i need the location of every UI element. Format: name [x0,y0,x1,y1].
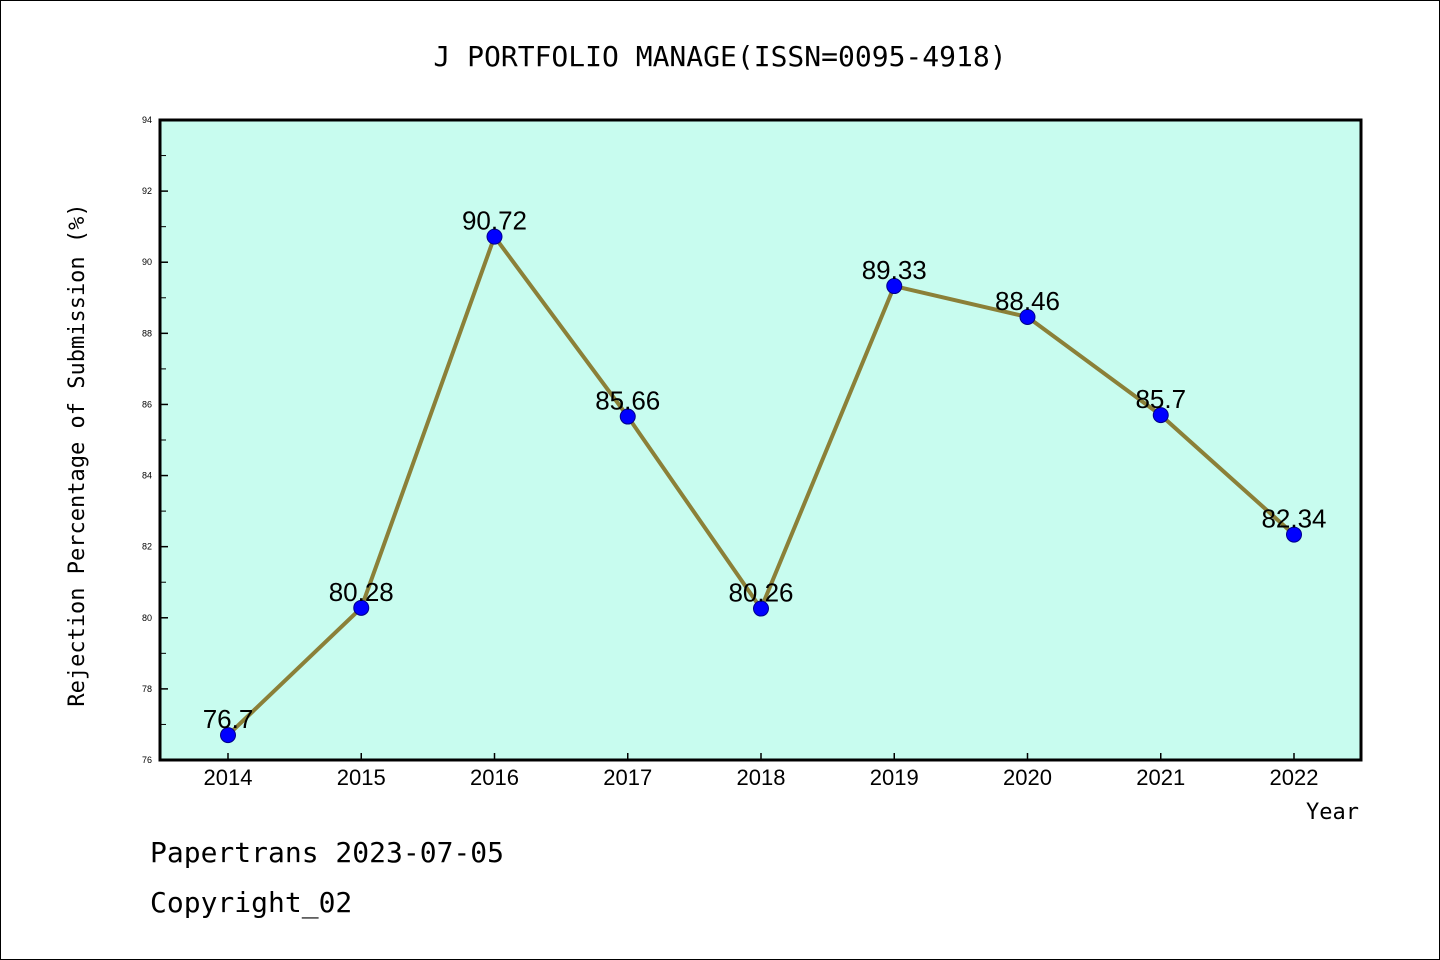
data-point [619,408,636,425]
data-label: 85.66 [595,386,660,416]
data-label: 80.26 [728,578,793,608]
data-point [353,599,370,616]
y-tick-label: 78 [142,684,152,694]
y-tick-label: 86 [142,399,152,409]
y-tick-label: 84 [142,471,152,481]
y-tick-label: 80 [142,613,152,623]
data-point [1152,407,1169,424]
data-label: 82.34 [1261,504,1326,534]
y-tick-label: 94 [142,115,152,125]
x-tick-label: 2021 [1136,765,1185,790]
x-tick-label: 2017 [603,765,652,790]
y-tick-label: 88 [142,328,152,338]
y-axis-label: Rejection Percentage of Submission (%) [65,203,90,706]
x-tick-label: 2022 [1270,765,1319,790]
x-axis-label: Year [1306,800,1359,825]
data-label: 76.7 [203,704,254,734]
data-point [886,278,903,295]
y-axis: 76 78 80 82 84 86 88 90 92 94 [142,115,168,765]
x-tick-label: 2016 [470,765,519,790]
plot-area [158,118,1363,762]
data-label: 80.28 [329,577,394,607]
data-labels: 76.7 80.28 90.72 85.66 80.26 89.33 88.46 85.7 82… [203,206,1327,734]
y-tick-label: 82 [142,542,152,552]
data-label: 90.72 [462,206,527,236]
y-tick-label: 92 [142,186,152,196]
footer-date: Papertrans 2023-07-05 [150,836,505,869]
data-markers [220,228,1302,744]
x-tick-label: 2020 [1003,765,1052,790]
x-tick-label: 2014 [204,765,253,790]
x-tick-label: 2015 [337,765,386,790]
x-tick-label: 2019 [870,765,919,790]
data-point [1019,308,1036,325]
data-point [753,600,769,617]
footer-copyright: Copyright_02 [150,886,353,919]
data-point [220,727,236,744]
data-point [486,228,503,245]
data-point [1286,526,1302,543]
data-label: 85.7 [1135,384,1186,414]
x-tick-label: 2018 [737,765,786,790]
chart-title: J PORTFOLIO MANAGE(ISSN=0095-4918) [433,40,1006,73]
data-label: 89.33 [862,255,927,285]
x-axis: 2014 2015 2016 2017 2018 2019 2020 2021 2022 [204,753,1319,790]
y-tick-label: 90 [142,257,152,267]
y-tick-label: 76 [142,755,152,765]
data-label: 88.46 [995,286,1060,316]
